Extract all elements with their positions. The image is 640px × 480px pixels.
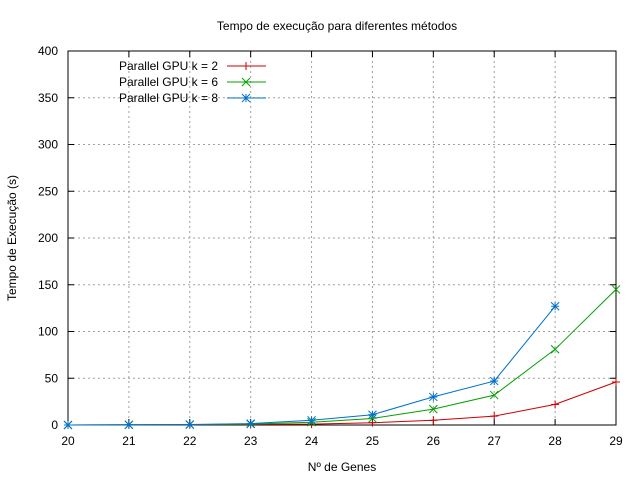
y-tick-label: 350 <box>38 91 58 105</box>
data-point-marker <box>368 410 377 420</box>
data-point-marker <box>307 415 316 425</box>
y-tick-label: 250 <box>38 184 58 198</box>
chart-title: Tempo de execução para diferentes método… <box>217 19 457 33</box>
y-tick-label: 300 <box>38 138 58 152</box>
data-point-marker <box>611 285 621 294</box>
x-tick-label: 25 <box>366 434 380 448</box>
series-1 <box>64 377 620 429</box>
data-point-marker <box>551 400 560 409</box>
x-tick-label: 22 <box>183 434 197 448</box>
data-point-marker <box>241 93 251 103</box>
data-point-marker <box>246 419 256 428</box>
series-line <box>67 289 617 426</box>
data-point-marker <box>124 420 134 430</box>
data-point-marker <box>550 301 560 311</box>
x-tick-label: 21 <box>122 434 136 448</box>
data-point-marker <box>241 77 251 87</box>
legend-label: Parallel GPU k = 8 <box>119 91 218 105</box>
legend-item: Parallel GPU k = 8 <box>119 91 266 105</box>
x-tick-label: 20 <box>61 434 75 448</box>
x-tick-label: 26 <box>427 434 441 448</box>
x-tick-label: 23 <box>244 434 258 448</box>
x-tick-label: 29 <box>609 434 623 448</box>
data-point-marker <box>429 416 438 425</box>
x-axis-label: Nº de Genes <box>308 460 376 474</box>
data-point-marker <box>550 344 560 354</box>
legend: Parallel GPU k = 2 Parallel GPU k = 6 Para… <box>119 59 266 105</box>
x-tick-label: 28 <box>548 434 562 448</box>
data-point-marker <box>242 62 250 70</box>
data-point-marker <box>63 420 73 430</box>
data-series <box>63 285 621 430</box>
data-point-marker <box>368 418 377 427</box>
y-tick-label: 0 <box>51 418 58 432</box>
x-tick-label: 24 <box>305 434 319 448</box>
data-point-marker <box>428 404 438 414</box>
data-point-marker <box>428 392 438 402</box>
y-tick-label: 400 <box>38 44 58 58</box>
grid <box>68 51 616 425</box>
x-tick-label: 27 <box>488 434 502 448</box>
y-tick-label: 100 <box>38 325 58 339</box>
data-point-marker <box>489 390 499 400</box>
y-tick-label: 150 <box>38 278 58 292</box>
legend-label: Parallel GPU k = 2 <box>119 59 218 73</box>
legend-label: Parallel GPU k = 6 <box>119 75 218 89</box>
legend-item: Parallel GPU k = 6 <box>119 75 266 89</box>
data-point-marker <box>489 376 499 386</box>
data-point-marker <box>612 377 620 386</box>
series-3 <box>63 301 560 430</box>
y-axis-label: Tempo de Execução (s) <box>5 175 19 301</box>
data-point-marker <box>185 420 195 429</box>
y-tick-label: 200 <box>38 231 58 245</box>
y-tick-label: 50 <box>45 371 59 385</box>
legend-item: Parallel GPU k = 2 <box>119 59 266 73</box>
data-point-marker <box>490 412 499 421</box>
series-line <box>67 381 617 426</box>
